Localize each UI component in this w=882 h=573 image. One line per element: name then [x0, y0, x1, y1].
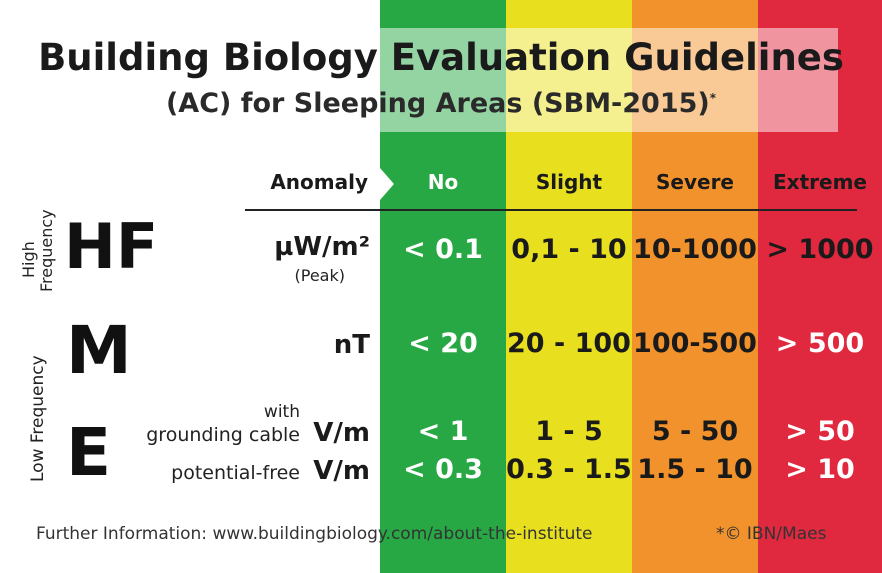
e-free-extreme-value: > 10 [785, 454, 855, 485]
header-no: No [427, 170, 459, 194]
unit-hf: µW/m² [274, 232, 370, 262]
header-divider [245, 209, 857, 211]
e-grounded-no-value: < 1 [417, 416, 469, 447]
header-extreme: Extreme [773, 170, 867, 194]
label-high: High [19, 241, 38, 278]
e-grounded-slight-value: 1 - 5 [535, 416, 603, 447]
page-title: Building Biology Evaluation Guidelines [38, 36, 844, 79]
unit-m: nT [333, 330, 370, 360]
header-slight: Slight [535, 170, 603, 194]
m-extreme-value: > 500 [775, 328, 865, 359]
label-frequency: Frequency [37, 209, 56, 292]
unit-e-free: V/m [313, 456, 370, 486]
title-panel [38, 28, 838, 132]
hf-severe-value: 10-1000 [633, 234, 757, 265]
m-slight-value: 20 - 100 [507, 328, 631, 359]
subtitle-text: (AC) for Sleeping Areas (SBM-2015) [165, 88, 710, 119]
note-potential-free: potential-free [171, 462, 300, 484]
m-no-value: < 20 [408, 328, 478, 359]
e-free-slight-value: 0.3 - 1.5 [506, 454, 632, 485]
footer-credit: *© IBN/Maes [716, 524, 827, 544]
header-severe: Severe [656, 170, 734, 194]
header-anomaly: Anomaly [270, 170, 368, 194]
label-low-frequency: Low Frequency [28, 355, 48, 482]
code-m: M [66, 312, 132, 389]
note-grounding-cable: grounding cable [146, 424, 300, 446]
e-free-no-value: < 0.3 [403, 454, 483, 485]
hf-extreme-value: > 1000 [766, 234, 874, 265]
arrow-right-icon [380, 168, 394, 200]
hf-no-value: < 0.1 [403, 234, 483, 265]
m-severe-value: 100-500 [633, 328, 757, 359]
footer-info: Further Information: www.buildingbiology… [36, 524, 593, 544]
code-e: E [66, 414, 112, 491]
page-subtitle: (AC) for Sleeping Areas (SBM-2015)* [0, 88, 882, 119]
note-peak: (Peak) [294, 266, 345, 285]
subtitle-footnote-mark: * [709, 91, 717, 105]
e-free-severe-value: 1.5 - 10 [637, 454, 753, 485]
note-with: with [263, 402, 300, 422]
unit-e-grounded: V/m [313, 418, 370, 448]
code-hf: HF [64, 210, 159, 283]
e-grounded-extreme-value: > 50 [785, 416, 855, 447]
hf-slight-value: 0,1 - 10 [511, 234, 627, 265]
e-grounded-severe-value: 5 - 50 [651, 416, 739, 447]
